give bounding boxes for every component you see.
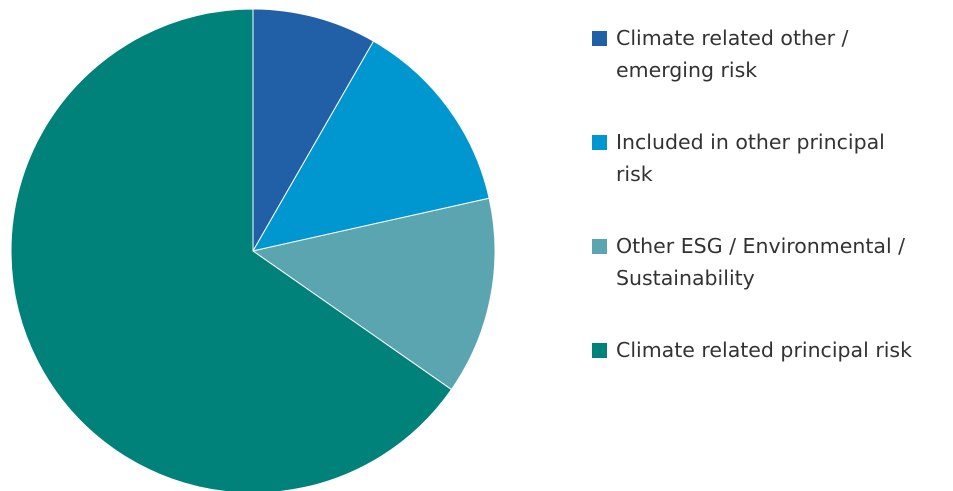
legend-swatch [592,135,607,150]
legend-swatch [592,343,607,358]
legend-label-line1: Climate related other / [616,26,849,50]
legend-item-climate-principal: Climate related principal risk [592,334,953,366]
legend-swatch [592,239,607,254]
pie-slice-climate-other-emerging [252,8,375,253]
legend-label-line2: Sustainability [616,266,755,290]
legend-label-line2: emerging risk [616,58,758,82]
legend-swatch [592,31,607,46]
pie-slice-climate-principal [10,8,453,491]
pie-slice-included-in-other-principal [252,40,490,252]
chart-legend: Climate related other / emerging risk In… [592,22,953,366]
pie-slice-other-esg [251,197,496,391]
legend-item-other-esg: Other ESG / Environmental / Sustainabili… [592,230,953,294]
legend-item-climate-other-emerging: Climate related other / emerging risk [592,22,953,86]
legend-label-line1: Included in other principal [616,130,885,154]
legend-item-included-in-other-principal: Included in other principal risk [592,126,953,190]
legend-label-line1: Other ESG / Environmental / [616,234,906,258]
legend-label-line1: Climate related principal risk [616,338,912,362]
pie-chart [10,8,496,491]
legend-label-line2: risk [616,162,653,186]
